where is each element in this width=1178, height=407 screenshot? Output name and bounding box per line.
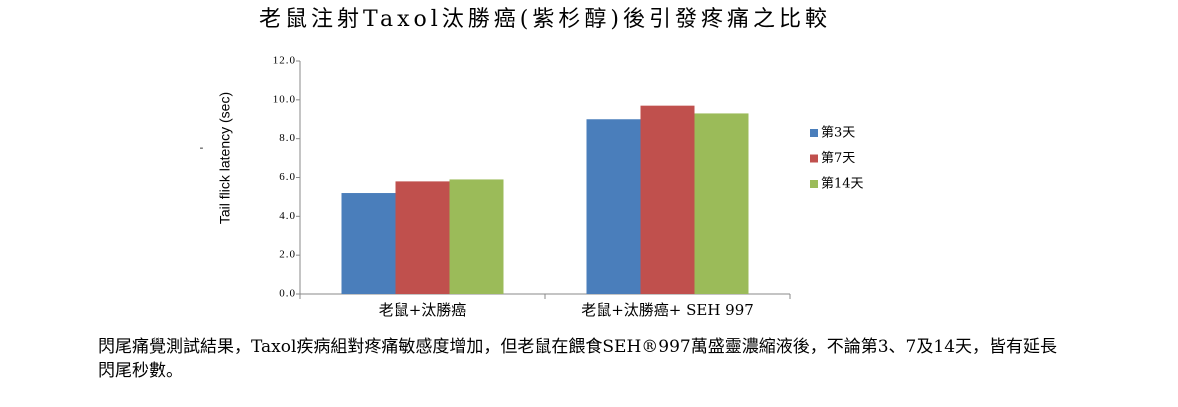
bar: [341, 193, 396, 294]
legend-swatch: [810, 129, 818, 137]
annotation: -: [200, 142, 205, 154]
y-tick-label: 4.0: [279, 210, 296, 222]
legend-label: 第14天: [821, 177, 864, 192]
bar: [694, 113, 749, 294]
legend-swatch: [810, 154, 818, 163]
y-tick-label: 0.0: [279, 288, 296, 300]
legend-label: 第7天: [821, 151, 855, 166]
bar: [586, 119, 641, 294]
y-tick-label: 2.0: [279, 249, 296, 261]
y-tick-label: 12.0: [273, 55, 296, 67]
chart-title: 老鼠注射Taxol汰勝癌(紫杉醇)後引發疼痛之比較: [259, 7, 831, 32]
bar: [395, 181, 450, 294]
y-tick-label: 6.0: [279, 171, 296, 183]
legend-label: 第3天: [821, 126, 855, 141]
bar: [449, 179, 504, 294]
legend-swatch: [810, 180, 818, 188]
y-tick-label: 10.0: [273, 93, 296, 105]
x-tick-label: 老鼠+汰勝癌+ SEH 997: [581, 301, 754, 319]
bar: [640, 105, 695, 295]
y-tick-label: 8.0: [279, 132, 296, 144]
x-tick-label: 老鼠+汰勝癌: [379, 301, 467, 319]
caption: 閃尾痛覺測試結果，Taxol疾病組對疼痛敏感度增加，但老鼠在餵食SEH®997萬…: [98, 337, 1058, 381]
chart: 老鼠注射Taxol汰勝癌(紫杉醇)後引發疼痛之比較 Tail flick lat…: [200, 7, 864, 319]
y-axis-label: Tail flick latency (sec): [217, 92, 233, 224]
